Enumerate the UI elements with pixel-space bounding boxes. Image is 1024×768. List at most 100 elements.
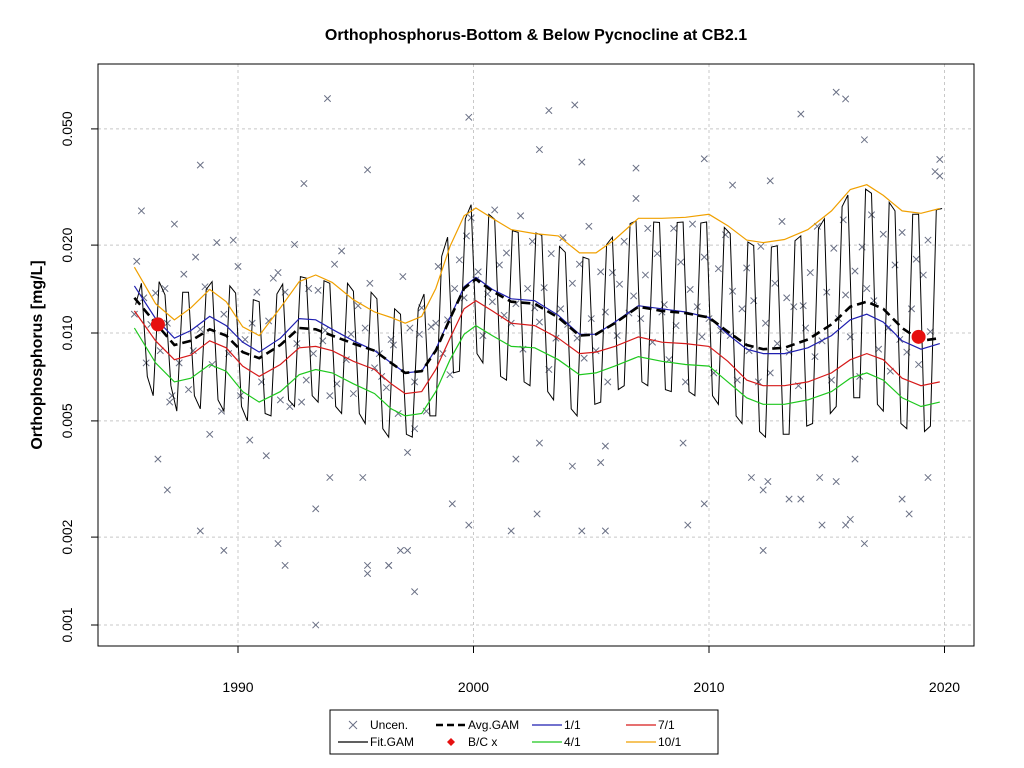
series-p7-line	[133, 299, 940, 395]
uncensored-point	[879, 230, 887, 238]
y-tick-label: 0.020	[59, 227, 75, 262]
legend-item-fit: Fit.GAM	[338, 735, 414, 749]
uncensored-point	[130, 310, 138, 318]
uncensored-point	[632, 164, 640, 172]
uncensored-point	[898, 228, 906, 236]
legend-item-p1: 1/1	[532, 718, 581, 732]
uncensored-point	[559, 234, 567, 242]
uncensored-point	[580, 354, 588, 362]
chart-title: Orthophosphorus-Bottom & Below Pycnoclin…	[325, 27, 747, 44]
legend-label-avg: Avg.GAM	[468, 718, 519, 732]
uncensored-point	[152, 289, 160, 297]
uncensored-point	[613, 332, 621, 340]
bc-point	[150, 317, 165, 332]
uncensored-point	[773, 340, 781, 348]
uncensored-point	[290, 240, 299, 249]
uncensored-point	[269, 274, 277, 282]
uncensored-point	[677, 258, 685, 266]
uncensored-point	[385, 561, 393, 569]
uncensored-points	[130, 88, 944, 629]
uncensored-point	[728, 181, 737, 189]
uncensored-point	[236, 392, 244, 400]
uncensored-point	[620, 237, 628, 245]
uncensored-point	[785, 495, 793, 503]
legend-box	[329, 709, 719, 755]
uncensored-point	[361, 324, 369, 332]
legend-label-p7: 7/1	[658, 718, 675, 732]
uncensored-point	[363, 561, 372, 569]
percentile-series	[133, 184, 940, 417]
uncensored-point	[234, 262, 242, 271]
uncensored-point	[326, 473, 334, 482]
uncensored-point	[474, 268, 482, 276]
uncensored-point	[601, 527, 609, 535]
uncensored-point	[797, 110, 805, 118]
uncensored-point	[759, 546, 767, 555]
uncensored-point	[196, 325, 204, 333]
uncensored-point	[312, 505, 320, 513]
uncensored-point	[140, 294, 148, 302]
uncensored-point	[547, 250, 555, 258]
uncensored-point	[924, 236, 932, 244]
uncensored-point	[314, 286, 322, 294]
uncensored-point	[721, 231, 730, 239]
uncensored-point	[448, 500, 456, 508]
uncensored-point	[220, 546, 228, 555]
uncensored-point	[298, 398, 306, 406]
uncensored-point	[686, 285, 694, 293]
uncensored-point	[745, 347, 753, 355]
uncensored-point	[797, 495, 805, 503]
uncensored-point	[512, 455, 520, 463]
y-tick-label: 0.002	[59, 519, 75, 554]
uncensored-point	[427, 323, 435, 331]
uncensored-point	[170, 220, 178, 228]
uncensored-point	[601, 442, 609, 450]
legend-item-p4: 4/1	[532, 735, 581, 749]
uncensored-point	[382, 384, 390, 392]
uncensored-point	[312, 621, 320, 629]
avg-gam-line	[133, 277, 940, 375]
uncensored-point	[465, 521, 473, 529]
y-tick-label: 0.005	[59, 403, 75, 438]
uncensored-point	[446, 371, 454, 379]
uncensored-point	[528, 237, 536, 245]
uncensored-point	[896, 335, 904, 344]
legend-label-uncen: Uncen.	[370, 718, 408, 732]
uncensored-point	[761, 319, 770, 327]
legend-swatch-bc	[447, 738, 455, 746]
uncensored-point	[738, 305, 746, 313]
uncensored-point	[714, 265, 722, 273]
uncensored-point	[816, 473, 824, 482]
legend-item-uncen: Uncen.	[348, 718, 408, 732]
uncensored-point	[912, 255, 920, 263]
uncensored-point	[411, 588, 419, 596]
uncensored-point	[196, 161, 204, 169]
uncensored-point	[495, 261, 503, 269]
uncensored-point	[300, 179, 308, 188]
uncensored-point	[571, 101, 579, 109]
uncensored-point	[681, 378, 690, 386]
uncensored-point	[757, 242, 765, 250]
uncensored-point	[201, 283, 209, 291]
y-tick-label: 0.010	[59, 315, 75, 350]
uncensored-point	[502, 249, 511, 257]
uncensored-point	[432, 319, 440, 327]
uncensored-point	[863, 284, 871, 293]
uncensored-point	[936, 172, 944, 180]
uncensored-point	[156, 347, 164, 355]
uncensored-point	[608, 269, 616, 277]
uncensored-point	[766, 369, 774, 377]
legend-label-p1: 1/1	[564, 718, 581, 732]
uncensored-point	[274, 540, 282, 548]
uncensored-point	[568, 462, 576, 470]
legend-label-p10: 10/1	[658, 735, 682, 749]
x-tick-label: 2010	[693, 679, 724, 695]
uncensored-point	[830, 244, 838, 252]
uncensored-point	[806, 269, 814, 277]
x-tick-label: 1990	[222, 679, 253, 695]
uncensored-point	[396, 546, 405, 555]
uncensored-point	[253, 288, 261, 296]
uncensored-point	[491, 206, 499, 214]
uncensored-point	[133, 257, 141, 265]
